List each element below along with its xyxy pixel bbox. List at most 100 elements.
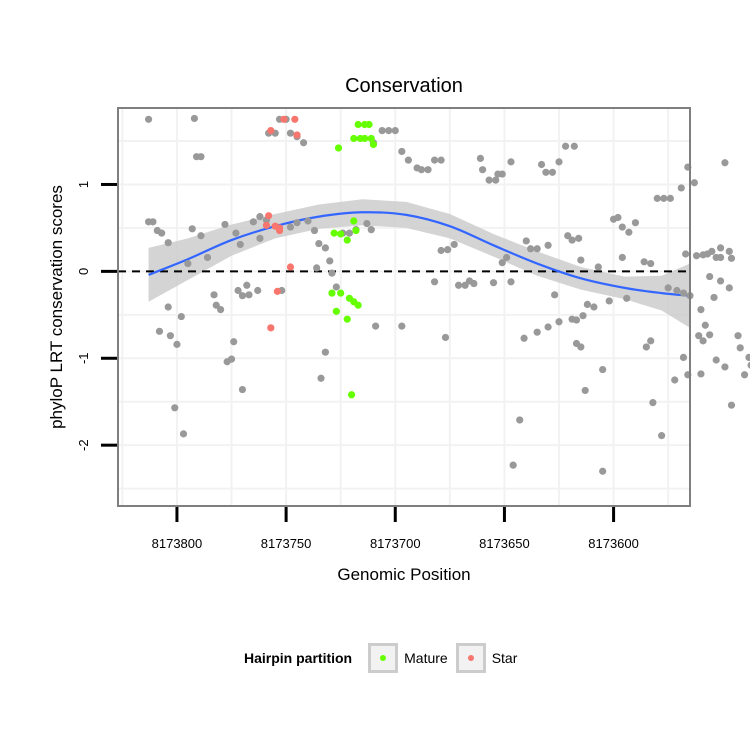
- data-point-other: [317, 374, 325, 382]
- data-point-other: [695, 332, 703, 340]
- data-point-other: [564, 232, 572, 240]
- data-point-other: [166, 332, 174, 340]
- data-point-other: [747, 361, 750, 369]
- data-point-other: [430, 278, 439, 286]
- data-point-other: [256, 213, 264, 221]
- x-axis: 8173800 8173750 8173700 8173650 8173600: [152, 507, 639, 551]
- data-point-other: [642, 343, 650, 351]
- data-point-other: [568, 236, 576, 244]
- data-point-other: [706, 272, 714, 281]
- data-point-mature: [332, 307, 340, 315]
- data-point-other: [417, 166, 426, 174]
- data-point-mature: [354, 120, 362, 129]
- data-point-other: [286, 223, 295, 231]
- data-point-other: [470, 279, 478, 288]
- data-point-other: [520, 334, 528, 342]
- data-point-mature: [369, 140, 378, 149]
- data-point-other: [631, 219, 640, 227]
- data-point-other: [551, 291, 559, 299]
- confidence-band: [148, 199, 690, 328]
- legend: Hairpin partition Mature Star: [244, 640, 525, 676]
- plot-border: [117, 107, 691, 507]
- data-point-other: [507, 158, 515, 166]
- data-point-star: [262, 221, 271, 229]
- data-point-other: [177, 312, 185, 321]
- data-point-other: [345, 229, 354, 237]
- data-point-other: [461, 281, 469, 289]
- data-point-other: [623, 294, 631, 302]
- data-point-other: [326, 257, 334, 265]
- data-point-other: [734, 332, 742, 340]
- data-point-other: [692, 252, 701, 260]
- data-point-other: [299, 139, 308, 147]
- data-point-other: [647, 259, 655, 268]
- chart-title: Conservation: [345, 75, 463, 97]
- x-tick-label: 8173650: [479, 536, 530, 551]
- data-point-other: [332, 283, 340, 291]
- data-point-other: [424, 166, 432, 174]
- data-point-other: [234, 286, 242, 295]
- data-point-other: [144, 115, 153, 123]
- data-point-other: [171, 404, 179, 412]
- data-point-other: [677, 184, 685, 192]
- data-point-other: [254, 286, 262, 295]
- data-point-other: [304, 217, 312, 225]
- data-point-other: [164, 303, 172, 311]
- data-point-other: [404, 156, 412, 164]
- data-point-mature: [337, 230, 345, 238]
- data-point-other: [697, 306, 705, 314]
- data-point-other: [203, 253, 212, 262]
- data-point-other: [454, 281, 463, 289]
- data-point-other: [476, 154, 485, 163]
- data-point-mature: [350, 134, 358, 143]
- data-point-other: [745, 353, 750, 362]
- data-point-other: [398, 322, 406, 330]
- data-point-other: [391, 126, 399, 135]
- data-point-other: [158, 229, 166, 237]
- data-point-other: [533, 245, 541, 253]
- x-axis-label: Genomic Position: [337, 565, 470, 584]
- data-point-star: [291, 115, 299, 123]
- data-point-other: [478, 166, 487, 174]
- x-tick-label: 8173750: [261, 536, 312, 551]
- data-point-other: [640, 258, 648, 266]
- data-point-other: [173, 340, 181, 348]
- data-point-other: [498, 259, 506, 267]
- data-point-mature: [352, 226, 360, 235]
- data-point-other: [217, 306, 225, 314]
- data-point-other: [716, 244, 725, 252]
- data-point-other: [238, 292, 247, 300]
- data-point-other: [579, 312, 587, 320]
- data-point-other: [537, 160, 546, 169]
- data-point-other: [736, 344, 744, 352]
- data-point-other: [503, 253, 511, 262]
- data-point-other: [516, 416, 524, 424]
- data-point-other: [577, 343, 585, 351]
- data-point-mature: [350, 217, 358, 225]
- data-point-mature: [337, 289, 345, 297]
- legend-title: Hairpin partition: [244, 650, 353, 666]
- data-point-mature: [365, 120, 373, 129]
- data-point-star: [273, 287, 281, 295]
- data-point-other: [555, 318, 563, 326]
- data-point-other: [437, 246, 445, 255]
- data-point-other: [727, 254, 736, 262]
- data-point-other: [210, 291, 218, 299]
- data-point-other: [437, 156, 445, 164]
- data-point-mature: [328, 289, 336, 297]
- data-point-other: [673, 286, 681, 295]
- data-point-other: [197, 232, 205, 240]
- data-point-other: [507, 278, 515, 286]
- data-point-other: [179, 430, 188, 438]
- data-point-other: [313, 264, 321, 272]
- y-tick-label: 1: [76, 181, 91, 188]
- data-point-other: [570, 142, 578, 150]
- data-point-other: [605, 297, 613, 305]
- plot-panel: [117, 107, 750, 507]
- data-point-other: [321, 348, 330, 356]
- data-point-other: [679, 353, 688, 362]
- data-point-other: [230, 338, 238, 346]
- data-point-other: [293, 219, 301, 227]
- data-point-other: [245, 291, 253, 299]
- data-point-other: [561, 142, 570, 150]
